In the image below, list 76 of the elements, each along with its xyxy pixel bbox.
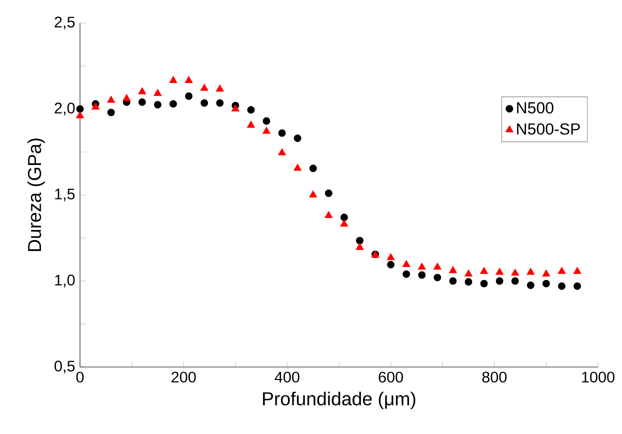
point <box>434 274 442 282</box>
point <box>340 214 348 222</box>
y-axis-title: Dureza (GPa) <box>27 138 45 252</box>
point <box>170 100 177 108</box>
x-tick-label: 200 <box>172 372 196 383</box>
point <box>356 236 364 244</box>
point <box>138 98 146 106</box>
legend-label: N500-SP <box>517 123 580 135</box>
point <box>542 270 550 277</box>
point <box>340 220 348 227</box>
y-tick-label: 2,0 <box>54 102 75 116</box>
x-tick-label: 0 <box>76 372 84 383</box>
point <box>107 96 116 103</box>
point <box>294 164 302 171</box>
point <box>216 99 224 107</box>
point <box>449 277 457 285</box>
point <box>387 260 395 268</box>
point <box>200 84 208 91</box>
point <box>402 260 410 268</box>
point <box>480 266 488 274</box>
point <box>309 164 317 172</box>
point <box>278 129 286 137</box>
point <box>76 111 84 118</box>
point <box>154 100 162 108</box>
point <box>324 211 333 218</box>
point <box>448 266 457 274</box>
y-tick-label: 2,5 <box>54 16 75 30</box>
point <box>200 99 208 107</box>
point <box>386 253 395 260</box>
point <box>138 87 146 94</box>
point <box>122 94 131 102</box>
point <box>464 270 472 277</box>
point <box>418 271 426 279</box>
point <box>169 76 178 84</box>
x-tick-label: 400 <box>274 372 300 383</box>
y-tick-label: 0,5 <box>54 360 75 374</box>
legend-label: N500 <box>517 102 554 114</box>
x-tick-label: 1000 <box>582 372 614 383</box>
point <box>278 148 286 156</box>
point <box>496 268 504 275</box>
point <box>402 270 410 278</box>
point <box>76 105 84 113</box>
x-tick-label: 800 <box>482 372 507 383</box>
point <box>573 266 582 274</box>
point <box>558 266 566 274</box>
point <box>107 108 115 116</box>
point <box>185 92 193 100</box>
y-tick-label: 1,0 <box>55 274 75 288</box>
point <box>216 84 224 92</box>
point <box>92 102 100 110</box>
point <box>231 104 240 112</box>
x-axis-title: Profundidade (μm) <box>263 392 416 410</box>
point <box>464 278 472 286</box>
point <box>496 277 504 285</box>
point <box>294 134 302 142</box>
point <box>526 282 534 290</box>
x-tick-label: 600 <box>378 372 403 383</box>
point <box>433 262 442 270</box>
point <box>558 282 566 290</box>
point <box>246 120 255 128</box>
point <box>542 280 550 288</box>
point <box>418 262 426 270</box>
point <box>262 117 270 125</box>
point <box>184 76 193 84</box>
point <box>247 106 255 114</box>
point <box>154 88 162 96</box>
point <box>511 277 519 285</box>
point <box>511 268 520 276</box>
y-tick-label: 1,5 <box>55 188 75 202</box>
point <box>356 242 364 250</box>
point <box>480 280 488 288</box>
point <box>324 190 332 198</box>
point <box>526 268 535 275</box>
point <box>574 282 582 290</box>
point <box>262 126 270 134</box>
point <box>309 190 318 198</box>
